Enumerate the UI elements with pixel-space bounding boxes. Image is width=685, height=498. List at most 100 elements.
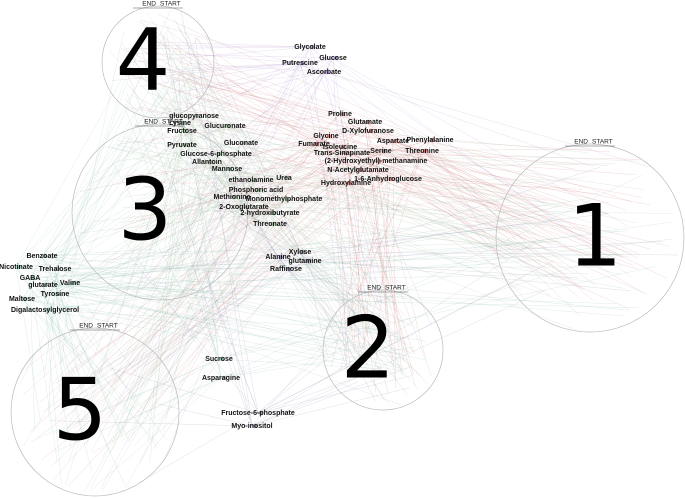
- edge: [331, 150, 382, 367]
- edge: [112, 161, 208, 444]
- edge: [132, 62, 301, 153]
- edge: [140, 177, 271, 225]
- edge: [325, 135, 352, 373]
- edge: [164, 122, 181, 249]
- edge: [323, 71, 648, 167]
- edge: [339, 146, 582, 289]
- edge: [357, 169, 599, 195]
- edge: [61, 282, 71, 364]
- node-dot: [16, 264, 22, 270]
- edge: [33, 142, 242, 381]
- edge: [131, 95, 242, 144]
- edge: [63, 135, 327, 434]
- edge: [126, 152, 343, 443]
- edge: [304, 260, 376, 402]
- edge: [21, 39, 197, 300]
- edge: [144, 36, 181, 124]
- edge: [112, 251, 301, 278]
- edge: [181, 144, 402, 348]
- edge: [269, 223, 626, 289]
- edge: [313, 143, 566, 275]
- node-label: Fructose: [167, 128, 197, 135]
- node-dot: [55, 266, 61, 272]
- edge: [15, 266, 401, 405]
- edge: [125, 177, 285, 197]
- edge: [79, 212, 271, 234]
- edge: [69, 198, 589, 284]
- edge: [421, 150, 553, 248]
- edge: [44, 50, 139, 311]
- edge: [146, 12, 242, 144]
- edge: [164, 71, 325, 94]
- edge: [126, 93, 220, 360]
- node-label: Asparagine: [202, 375, 240, 382]
- edge: [375, 160, 405, 362]
- edge: [283, 198, 503, 231]
- edge: [269, 198, 510, 214]
- edge: [166, 33, 181, 124]
- edge: [387, 178, 583, 190]
- edge: [178, 71, 183, 132]
- edge: [364, 121, 638, 259]
- edge: [181, 169, 359, 281]
- edge: [299, 62, 547, 206]
- edge: [66, 130, 369, 366]
- edge: [151, 142, 242, 375]
- edge: [146, 169, 359, 413]
- edge: [206, 161, 567, 223]
- edge: [162, 107, 394, 142]
- cluster-number: 3: [118, 160, 173, 260]
- edge: [54, 145, 168, 270]
- edge: [187, 209, 271, 214]
- edge: [313, 143, 545, 228]
- edge: [299, 62, 595, 168]
- node-dot: [22, 296, 28, 302]
- node-dot: [333, 55, 339, 61]
- edge: [251, 331, 335, 427]
- edge: [299, 251, 408, 395]
- edge: [269, 212, 509, 250]
- edge: [357, 169, 508, 260]
- edge: [29, 277, 336, 357]
- end-label: END: [367, 285, 381, 292]
- edge: [250, 179, 558, 207]
- edge: [257, 375, 412, 414]
- edge: [375, 160, 502, 223]
- edge: [139, 21, 343, 154]
- edge: [171, 179, 259, 414]
- edge: [184, 201, 222, 379]
- edge: [15, 41, 144, 268]
- edge: [345, 182, 551, 296]
- edge: [392, 140, 396, 389]
- edge: [243, 177, 585, 208]
- edge: [139, 412, 259, 483]
- edge: [113, 130, 369, 231]
- edge: [339, 146, 377, 393]
- node-label: Allantoin: [192, 159, 222, 166]
- edge: [313, 143, 644, 293]
- edge: [54, 268, 83, 391]
- node-label: Maltose: [9, 296, 35, 303]
- node-dot: [241, 140, 247, 146]
- edge: [41, 255, 85, 439]
- edge: [181, 22, 226, 127]
- edge: [299, 213, 608, 253]
- start-label: START: [97, 323, 118, 330]
- edge: [364, 121, 597, 286]
- node-label: Ascorbate: [307, 69, 341, 76]
- edge: [341, 152, 641, 160]
- edge: [186, 53, 301, 64]
- edge: [285, 268, 392, 322]
- edge: [174, 82, 306, 262]
- edge: [362, 150, 382, 358]
- edge: [88, 125, 226, 185]
- edge: [120, 125, 226, 270]
- edge: [198, 246, 253, 427]
- node-label: ethanolamine: [228, 177, 273, 184]
- cluster-number: 5: [53, 360, 108, 460]
- edge: [367, 130, 667, 279]
- edge: [299, 62, 402, 371]
- edge: [144, 139, 431, 367]
- edge: [240, 142, 367, 333]
